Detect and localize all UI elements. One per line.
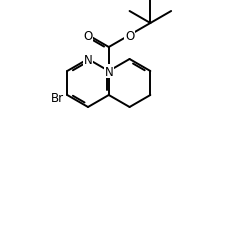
Text: O: O <box>83 29 92 42</box>
Text: N: N <box>104 65 113 78</box>
Text: Br: Br <box>50 91 63 104</box>
Text: O: O <box>124 29 134 42</box>
Text: N: N <box>83 53 92 66</box>
